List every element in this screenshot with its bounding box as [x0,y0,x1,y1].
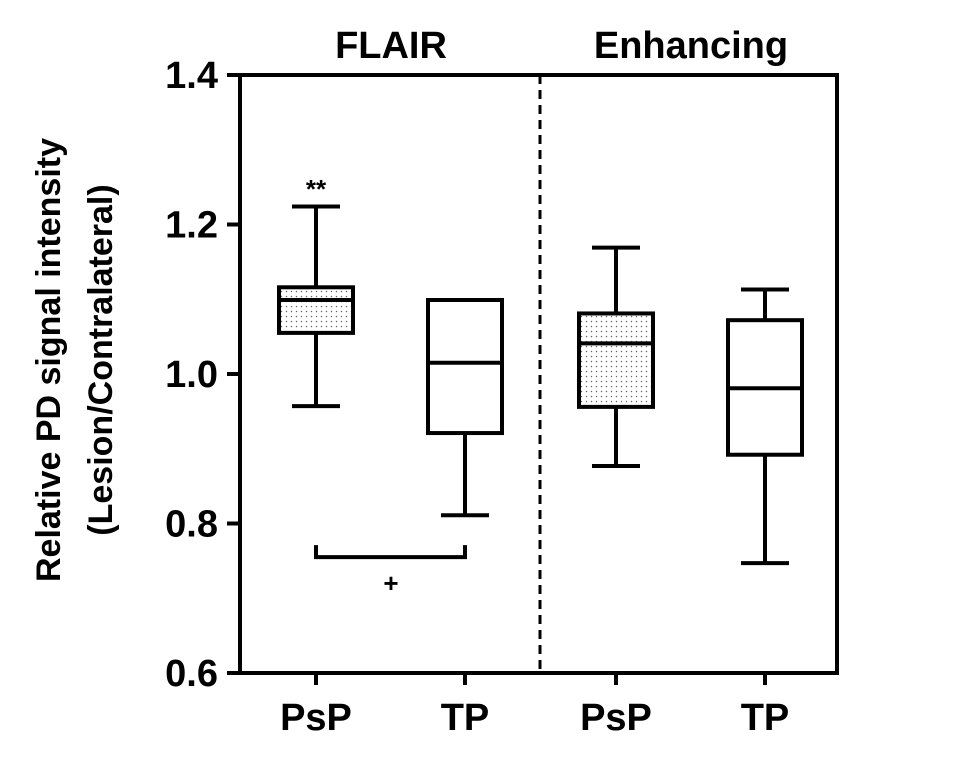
x-label-flair-tp: TP [441,697,490,739]
y-tick-label-1: 0.8 [165,504,218,546]
significance-star: ** [306,174,327,204]
bracket-symbol: + [383,568,398,598]
box-flair-psp [277,204,355,409]
y-tick-label-0: 0.6 [165,653,218,695]
box-enhancing-psp [577,245,655,468]
group-title-flair: FLAIR [335,25,447,67]
box-enhancing-tp [726,287,804,566]
x-label-enhancing-psp: PsP [580,697,652,739]
y-tick-label-2: 1.0 [165,354,218,396]
group-title-enhancing: Enhancing [594,25,788,67]
y-tick-label-4: 1.4 [165,55,218,97]
y-tick-label-3: 1.2 [165,205,218,247]
x-label-flair-psp: PsP [280,697,352,739]
y-axis: 0.6 0.8 1.0 1.2 1.4 [165,55,767,695]
box-flair-tp [426,297,504,518]
y-axis-title-line1: Relative PD signal intensity [30,138,68,582]
comparison-bracket [314,545,467,560]
y-axis-title-line2: (Lesion/Contralateral) [82,184,120,535]
box-iqr [277,285,355,335]
box-iqr [426,297,504,436]
x-label-enhancing-tp: TP [741,697,790,739]
box-iqr [577,311,655,409]
